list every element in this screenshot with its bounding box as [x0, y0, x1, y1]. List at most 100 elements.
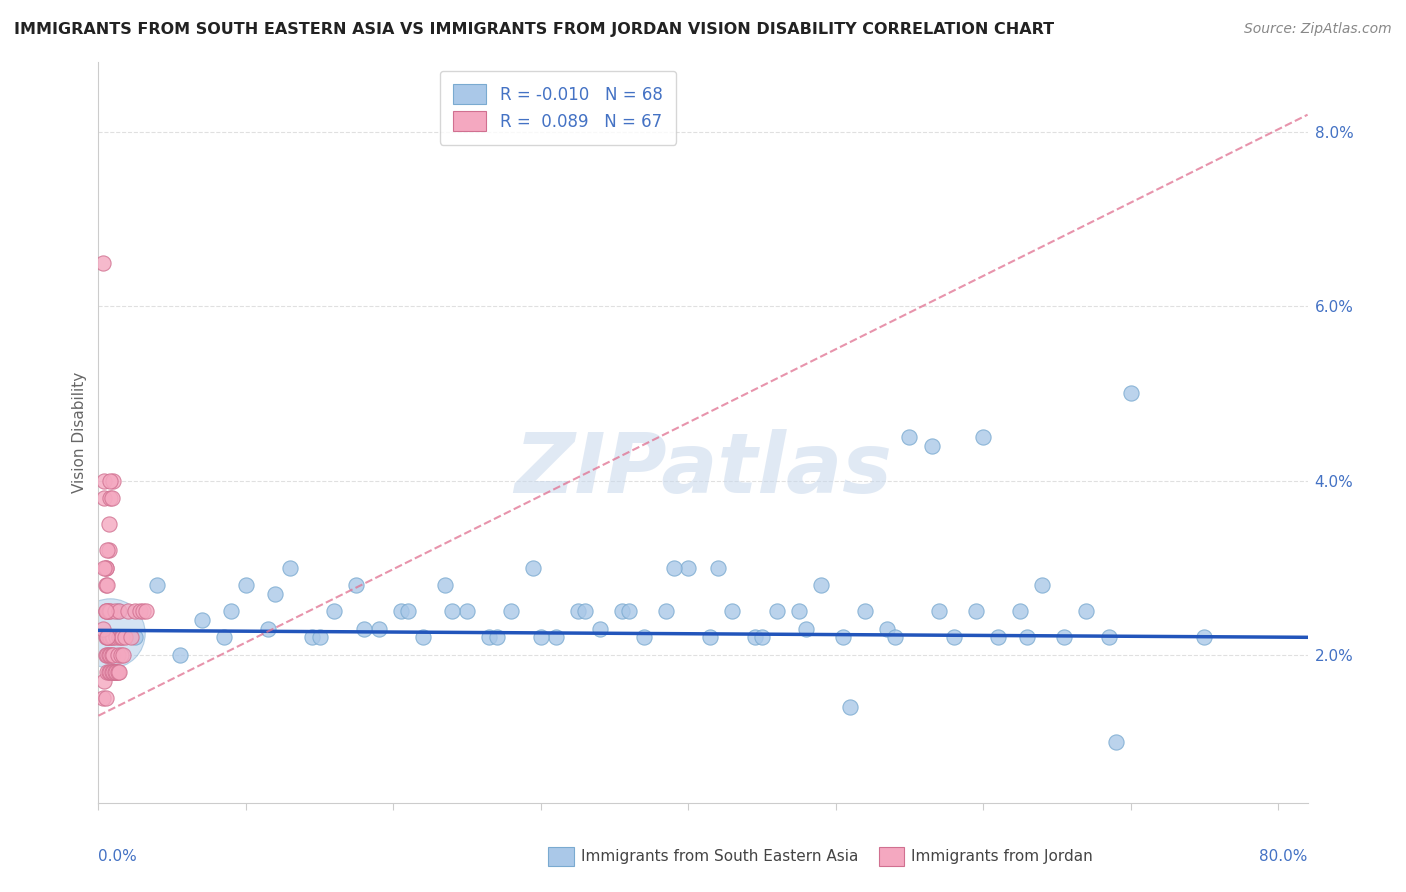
- Point: [117, 604, 139, 618]
- Point: [433, 578, 456, 592]
- Point: [98, 665, 121, 680]
- Point: [1008, 604, 1031, 618]
- Point: [107, 665, 129, 680]
- Point: [678, 560, 700, 574]
- Point: [98, 648, 121, 662]
- Point: [839, 700, 862, 714]
- Point: [1119, 386, 1142, 401]
- Point: [93, 673, 115, 688]
- Point: [105, 665, 128, 680]
- Point: [100, 630, 122, 644]
- Point: [94, 604, 117, 618]
- Point: [105, 630, 128, 644]
- Point: [190, 613, 212, 627]
- Point: [96, 604, 118, 618]
- Point: [97, 630, 120, 644]
- Point: [485, 630, 508, 644]
- Point: [1076, 604, 1098, 618]
- Point: [108, 630, 131, 644]
- Point: [100, 648, 122, 662]
- Point: [101, 665, 124, 680]
- Point: [105, 665, 128, 680]
- Point: [96, 665, 118, 680]
- Point: [93, 474, 115, 488]
- Point: [353, 622, 375, 636]
- Point: [530, 630, 553, 644]
- Point: [972, 430, 994, 444]
- Point: [94, 648, 117, 662]
- Point: [965, 604, 987, 618]
- Point: [987, 630, 1010, 644]
- Point: [301, 630, 323, 644]
- Point: [135, 604, 157, 618]
- Text: Source: ZipAtlas.com: Source: ZipAtlas.com: [1244, 22, 1392, 37]
- Point: [97, 648, 120, 662]
- Point: [721, 604, 744, 618]
- Point: [655, 604, 678, 618]
- Point: [120, 630, 142, 644]
- Point: [100, 665, 122, 680]
- Point: [94, 691, 117, 706]
- Point: [308, 630, 330, 644]
- Point: [832, 630, 855, 644]
- Point: [921, 439, 943, 453]
- Point: [112, 648, 135, 662]
- Point: [744, 630, 766, 644]
- Point: [633, 630, 655, 644]
- Text: Immigrants from Jordan: Immigrants from Jordan: [911, 849, 1092, 863]
- Point: [389, 604, 412, 618]
- Point: [101, 630, 124, 644]
- Point: [323, 604, 346, 618]
- Point: [100, 491, 122, 505]
- Point: [98, 626, 121, 640]
- Point: [94, 604, 117, 618]
- Text: Immigrants from South Eastern Asia: Immigrants from South Eastern Asia: [581, 849, 858, 863]
- Point: [699, 630, 721, 644]
- Point: [1053, 630, 1076, 644]
- Point: [396, 604, 419, 618]
- Point: [96, 578, 118, 592]
- Point: [108, 665, 131, 680]
- Point: [883, 630, 905, 644]
- Point: [91, 622, 114, 636]
- Point: [101, 665, 124, 680]
- Point: [107, 665, 129, 680]
- Point: [94, 560, 117, 574]
- Point: [97, 517, 120, 532]
- Point: [212, 630, 235, 644]
- Point: [107, 604, 129, 618]
- Point: [456, 604, 478, 618]
- Point: [219, 604, 242, 618]
- Point: [898, 430, 921, 444]
- Point: [610, 604, 633, 618]
- Point: [100, 665, 122, 680]
- Point: [264, 587, 287, 601]
- Point: [96, 630, 118, 644]
- Point: [1194, 630, 1216, 644]
- Point: [765, 604, 787, 618]
- Point: [131, 604, 153, 618]
- Point: [124, 604, 146, 618]
- Point: [478, 630, 501, 644]
- Text: 80.0%: 80.0%: [1260, 849, 1308, 863]
- Point: [98, 604, 121, 618]
- Point: [522, 560, 544, 574]
- Point: [111, 630, 134, 644]
- Point: [706, 560, 728, 574]
- Point: [501, 604, 523, 618]
- Point: [110, 630, 132, 644]
- Point: [110, 648, 132, 662]
- Point: [1097, 630, 1119, 644]
- Point: [1031, 578, 1053, 592]
- Point: [751, 630, 773, 644]
- Point: [257, 622, 280, 636]
- Point: [91, 256, 114, 270]
- Point: [96, 543, 118, 558]
- Point: [876, 622, 898, 636]
- Point: [93, 560, 115, 574]
- Point: [787, 604, 810, 618]
- Point: [1105, 735, 1128, 749]
- Point: [235, 578, 257, 592]
- Legend: R = -0.010   N = 68, R =  0.089   N = 67: R = -0.010 N = 68, R = 0.089 N = 67: [440, 70, 676, 145]
- Point: [96, 648, 118, 662]
